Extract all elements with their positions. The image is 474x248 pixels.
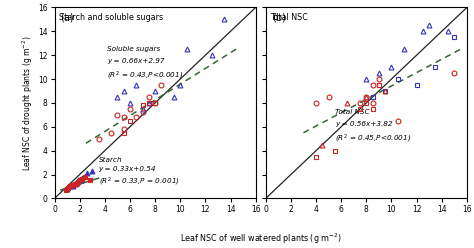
Text: (a): (a) xyxy=(61,12,74,22)
Text: Starch and soluble sugars: Starch and soluble sugars xyxy=(59,13,163,22)
Text: Leaf NSC of well watered plants (g m$^{-2}$): Leaf NSC of well watered plants (g m$^{-… xyxy=(180,231,341,246)
Y-axis label: Leaf NSC of drought plants (g m$^{-2}$): Leaf NSC of drought plants (g m$^{-2}$) xyxy=(21,35,35,171)
Text: y = 0.56x+3.82: y = 0.56x+3.82 xyxy=(335,121,392,127)
Text: Total NSC: Total NSC xyxy=(270,13,308,22)
Text: y = 0.66x+2.97: y = 0.66x+2.97 xyxy=(107,58,165,63)
Text: Total NSC: Total NSC xyxy=(335,109,370,115)
Text: ($R^{2}$ = 0.33,$P$ = 0.001): ($R^{2}$ = 0.33,$P$ = 0.001) xyxy=(99,176,179,188)
Text: y = 0.33x+0.54: y = 0.33x+0.54 xyxy=(99,166,156,172)
Text: Starch: Starch xyxy=(99,157,122,163)
Text: ($R^{2}$ = 0.43,$P$<0.001): ($R^{2}$ = 0.43,$P$<0.001) xyxy=(107,69,183,82)
Text: Soluble sugars: Soluble sugars xyxy=(107,46,161,52)
Text: (b): (b) xyxy=(272,12,286,22)
Text: ($R^{2}$ = 0.45,$P$<0.001): ($R^{2}$ = 0.45,$P$<0.001) xyxy=(335,133,411,145)
